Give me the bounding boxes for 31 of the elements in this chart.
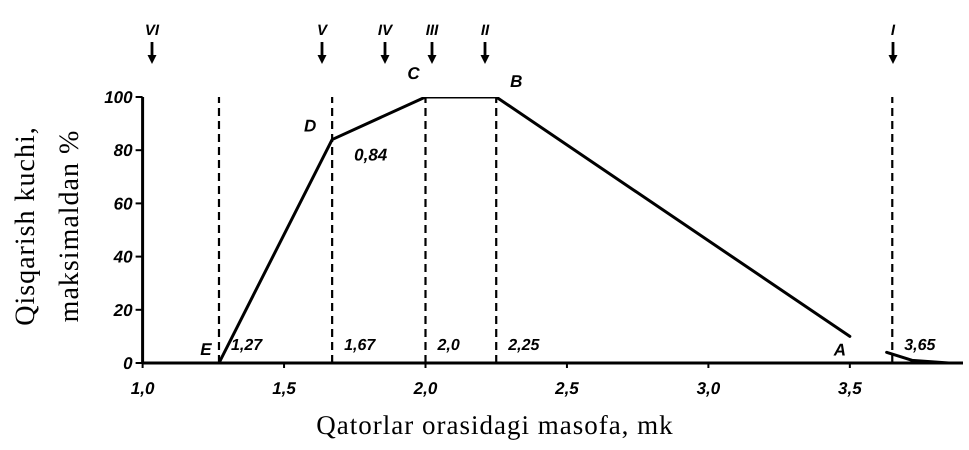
y-axis-title: Qisqarish kuchi, maksimaldan %	[9, 126, 86, 326]
x-tick-label: 1,5	[272, 379, 296, 398]
ref-line-label: 3,65	[904, 337, 937, 354]
x-tick-label: 3,0	[696, 379, 721, 398]
annotation: E	[200, 340, 212, 358]
annotation: A	[832, 340, 846, 359]
text: I	[890, 22, 896, 39]
ref-line-label: 1,67	[344, 337, 376, 354]
ref-line-label: 2,25	[507, 337, 540, 354]
text: III	[426, 22, 440, 39]
y-tick-label: 80	[114, 141, 134, 160]
y-tick-label: 40	[112, 248, 134, 267]
x-tick-label: 2,0	[412, 379, 438, 398]
text: V	[316, 22, 329, 39]
y-tick-label: 0	[123, 354, 134, 374]
ref-line-label: 1,27	[230, 337, 264, 354]
annotation: C	[407, 64, 420, 82]
ref-line-label: 2,0	[436, 337, 460, 354]
y-tick-label: 100	[104, 88, 134, 108]
annotation: 0,84	[354, 145, 388, 164]
annotation: D	[304, 116, 316, 136]
text: IV	[378, 22, 394, 39]
x-axis-title: Qatorlar orasidagi masofa, mk	[315, 410, 675, 441]
y-tick-label: 60	[114, 194, 134, 214]
x-tick-label: 1,0	[130, 379, 155, 398]
x-tick-label: 3,5	[838, 379, 862, 398]
y-tick-label: 20	[112, 300, 134, 320]
text: VI	[144, 22, 160, 39]
annotation: B	[510, 72, 522, 90]
x-tick-label: 2,5	[554, 379, 580, 398]
text: II	[480, 22, 490, 39]
